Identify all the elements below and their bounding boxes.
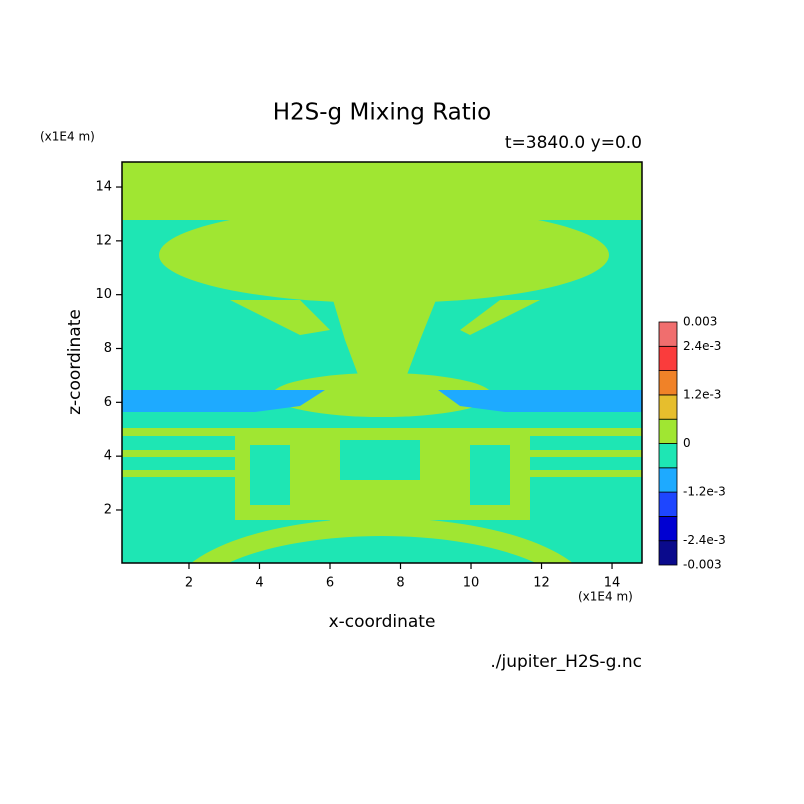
contour-region xyxy=(460,300,540,335)
y-tick-label: 12 xyxy=(95,233,112,248)
plot-frame xyxy=(121,161,643,564)
y-tick-label: 14 xyxy=(95,180,112,195)
colorbar-label: -2.4e-3 xyxy=(683,533,726,547)
colorbar-box xyxy=(658,491,678,517)
colorbar-label: 1.2e-3 xyxy=(683,387,721,401)
contour-field xyxy=(122,162,642,563)
contour-region xyxy=(272,373,492,417)
y-tick-label: 8 xyxy=(104,341,112,356)
colorbar-box xyxy=(658,345,678,371)
colorbar-box xyxy=(658,321,678,347)
x-tick-label: 14 xyxy=(604,576,621,591)
contour-region xyxy=(340,440,420,480)
contour-region xyxy=(330,290,440,380)
x-tick-label: 2 xyxy=(185,576,193,591)
y-tick-label: 4 xyxy=(104,449,112,464)
contour-region xyxy=(470,445,510,505)
y-tick-label: 10 xyxy=(95,287,112,302)
x-tick-label: 8 xyxy=(396,576,404,591)
contour-region xyxy=(230,300,330,335)
colorbar-box xyxy=(658,394,678,420)
x-tick-label: 12 xyxy=(533,576,550,591)
colorbar-label: -0.003 xyxy=(683,558,722,572)
x-tick-label: 6 xyxy=(326,576,334,591)
colorbar-box xyxy=(658,370,678,396)
y-tick-label: 2 xyxy=(104,502,112,517)
colorbar-box xyxy=(658,443,678,469)
contour-region xyxy=(330,480,430,525)
colorbar-label: 0 xyxy=(683,436,691,450)
colorbar-label: 2.4e-3 xyxy=(683,339,721,353)
chart-subtitle: t=3840.0 y=0.0 xyxy=(505,133,642,153)
contour-region xyxy=(159,207,609,303)
colorbar-label: -1.2e-3 xyxy=(683,485,726,499)
colorbar-box xyxy=(658,467,678,493)
colorbar-box xyxy=(658,540,678,566)
source-label: ./jupiter_H2S-g.nc xyxy=(490,652,642,672)
contour-region xyxy=(250,445,290,505)
contour-region xyxy=(438,390,642,412)
contour-region xyxy=(228,536,536,563)
x-axis-label: x-coordinate xyxy=(329,612,436,632)
y-tick-label: 6 xyxy=(104,395,112,410)
x-tick-label: 4 xyxy=(255,576,263,591)
colorbar-box xyxy=(658,418,678,444)
y-unit: (x1E4 m) xyxy=(40,130,95,144)
colorbar-label: 0.003 xyxy=(683,315,717,329)
contour-region xyxy=(122,390,325,412)
y-axis-label: z-coordinate xyxy=(65,309,85,415)
chart-title: H2S-g Mixing Ratio xyxy=(273,100,492,126)
x-unit: (x1E4 m) xyxy=(578,590,633,604)
colorbar-box xyxy=(658,516,678,542)
x-tick-label: 10 xyxy=(463,576,480,591)
